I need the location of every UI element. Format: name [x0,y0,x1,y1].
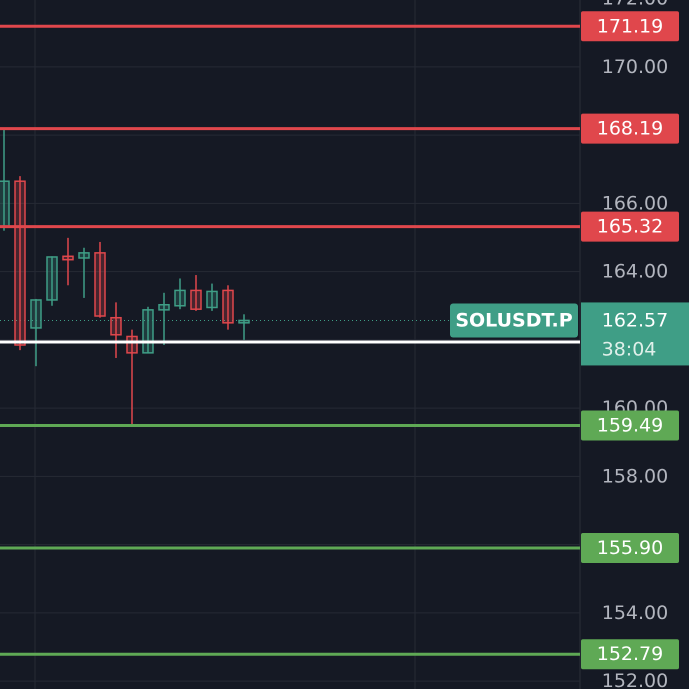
level-label-box [581,113,679,144]
y-tick-label: 154.00 [602,602,668,624]
candle-body [206,290,218,309]
candle-body [222,289,234,324]
candle-body [126,335,138,354]
candle-body [110,316,122,336]
current-price-box [581,302,689,366]
candle-body [78,252,90,259]
level-label: 159.49 [597,415,663,437]
candle-body [238,319,250,324]
candle-body [190,289,202,310]
level-label-box [581,533,679,564]
candle-body [142,309,154,354]
y-tick-label: 166.00 [602,192,668,214]
level-label: 168.19 [597,118,663,140]
countdown-label: 38:04 [602,338,657,360]
candle-body [158,303,170,311]
y-tick-label: 158.00 [602,465,668,487]
y-tick-label: 170.00 [602,56,668,78]
level-label-box [581,11,679,42]
level-label: 171.19 [597,15,663,37]
symbol-label: SOLUSDT.P [455,309,572,331]
y-tick-label: 164.00 [602,261,668,283]
level-label: 155.90 [597,537,663,559]
level-label-box [581,410,679,441]
level-label: 152.79 [597,643,663,665]
level-label-box [581,211,679,242]
candle-body [46,256,58,301]
level-label: 165.32 [597,216,663,238]
candle-body [0,180,10,229]
candle-body [94,252,106,317]
candle-body [30,299,42,329]
candle-body [174,289,186,307]
candle-body [14,180,26,346]
current-price-label: 162.57 [602,309,668,331]
candle-body [62,255,74,261]
y-tick-label: 152.00 [602,670,668,689]
symbol-box [450,303,578,338]
y-tick-label: 172.00 [602,0,668,10]
level-label-box [581,639,679,670]
